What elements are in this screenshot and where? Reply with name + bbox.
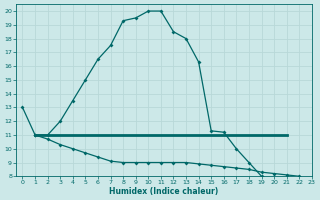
X-axis label: Humidex (Indice chaleur): Humidex (Indice chaleur): [109, 187, 219, 196]
